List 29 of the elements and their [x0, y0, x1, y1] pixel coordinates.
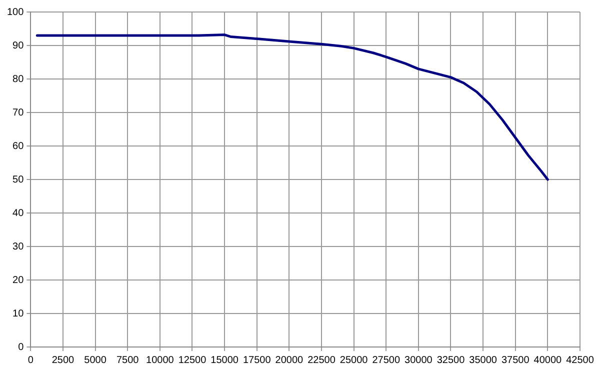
y-tick-label: 50 — [12, 174, 24, 186]
x-tick-label: 12500 — [178, 354, 207, 366]
y-tick-label: 40 — [12, 208, 24, 219]
x-tick-label: 0 — [28, 354, 34, 366]
y-tick-label: 100 — [6, 6, 24, 18]
y-tick-label: 20 — [12, 274, 24, 286]
y-tick-label: 0 — [18, 342, 24, 353]
x-tick-label: 20000 — [275, 354, 304, 366]
x-tick-label: 15000 — [210, 354, 239, 366]
x-tick-label: 7500 — [116, 354, 140, 366]
y-tick-label: 10 — [12, 308, 24, 320]
y-tick-label: 70 — [12, 107, 24, 118]
x-tick-label: 2500 — [52, 354, 75, 366]
x-tick-label: 22500 — [308, 354, 336, 366]
x-tick-label: 27500 — [372, 354, 400, 366]
x-tick-label: 5000 — [84, 354, 107, 366]
y-tick-label: 80 — [12, 74, 24, 85]
x-tick-label: 42500 — [566, 354, 594, 366]
y-tick-label: 60 — [12, 140, 24, 152]
x-tick-label: 10000 — [146, 354, 174, 366]
x-tick-label: 32500 — [436, 354, 466, 366]
x-tick-label: 17500 — [242, 354, 272, 366]
x-tick-label: 37500 — [501, 354, 530, 366]
x-tick-label: 35000 — [469, 354, 498, 366]
y-tick-label: 30 — [12, 241, 24, 252]
x-tick-label: 40000 — [534, 354, 562, 366]
x-tick-label: 30000 — [404, 354, 433, 366]
x-tick-label: 25000 — [340, 354, 368, 366]
y-tick-label: 90 — [12, 40, 24, 52]
